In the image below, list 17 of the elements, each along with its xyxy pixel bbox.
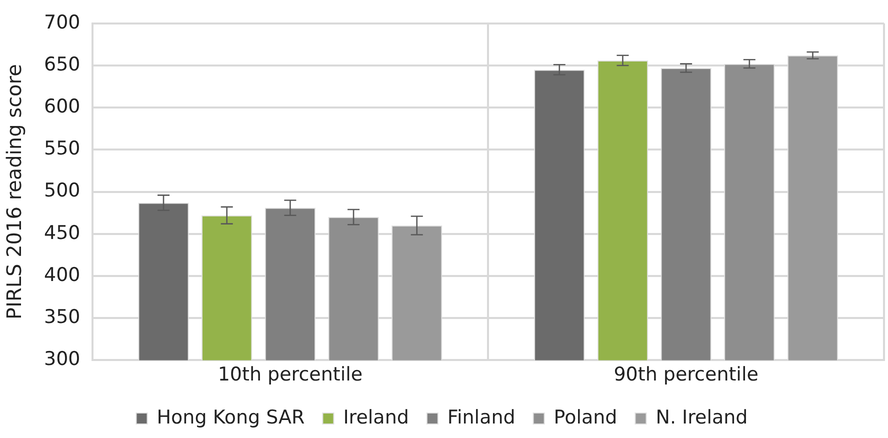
y-tick-label: 300	[44, 348, 80, 370]
legend-label: Ireland	[343, 406, 409, 428]
y-tick-label: 650	[44, 53, 80, 76]
y-tick-label: 600	[44, 96, 80, 118]
y-axis-title: PIRLS 2016 reading score	[2, 64, 26, 320]
y-tick-label: 350	[44, 306, 80, 328]
x-tick-label: 10th percentile	[218, 364, 363, 386]
y-tick-label: 700	[44, 11, 80, 34]
legend-label: Poland	[554, 406, 618, 428]
legend-label: N. Ireland	[656, 406, 748, 428]
y-tick-label: 450	[44, 222, 80, 244]
y-tick-label: 400	[44, 264, 80, 286]
y-tick-label: 500	[44, 180, 80, 202]
legend-label: Hong Kong SAR	[156, 406, 305, 428]
y-tick-label: 550	[44, 138, 80, 160]
x-tick-label: 90th percentile	[614, 364, 758, 386]
legend-label: Finland	[447, 406, 516, 428]
